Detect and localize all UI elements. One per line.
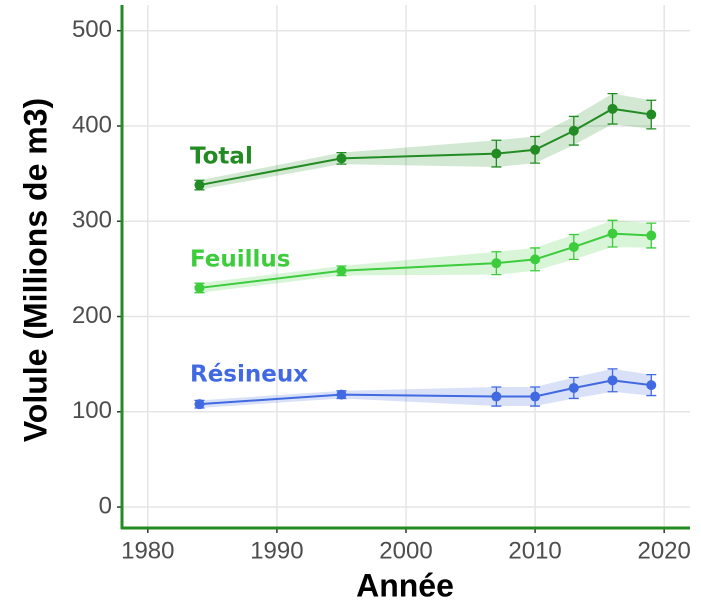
y-tick-label: 200 <box>72 302 112 329</box>
point <box>336 389 347 400</box>
y-tick-label: 500 <box>72 16 112 43</box>
point <box>530 391 541 402</box>
x-tick-label: 1990 <box>250 537 303 564</box>
point <box>336 153 347 164</box>
point <box>194 399 205 410</box>
point <box>568 382 579 393</box>
series-label: Total <box>190 144 253 170</box>
point <box>646 109 657 120</box>
x-tick-label: 2020 <box>637 537 690 564</box>
point <box>491 258 502 269</box>
point <box>491 148 502 159</box>
x-tick-label: 2010 <box>508 537 561 564</box>
point <box>646 230 657 241</box>
point <box>607 228 618 239</box>
point <box>607 375 618 386</box>
point <box>530 144 541 155</box>
y-axis-title: Volule (Millions de m3) <box>17 98 53 442</box>
point <box>194 180 205 191</box>
series-label: Résineux <box>190 362 308 388</box>
point <box>646 380 657 391</box>
error-band <box>199 93 652 190</box>
y-tick-label: 300 <box>72 207 112 234</box>
point <box>568 125 579 136</box>
point <box>491 391 502 402</box>
x-tick-label: 1980 <box>121 537 174 564</box>
series-label: Feuillus <box>190 247 290 273</box>
x-axis-title: Année <box>356 567 454 603</box>
point <box>336 265 347 276</box>
y-tick-label: 400 <box>72 111 112 138</box>
y-tick-label: 0 <box>99 492 112 519</box>
point <box>607 103 618 114</box>
y-tick-label: 100 <box>72 397 112 424</box>
point <box>568 241 579 252</box>
point <box>194 282 205 293</box>
x-tick-label: 2000 <box>379 537 432 564</box>
point <box>530 254 541 265</box>
